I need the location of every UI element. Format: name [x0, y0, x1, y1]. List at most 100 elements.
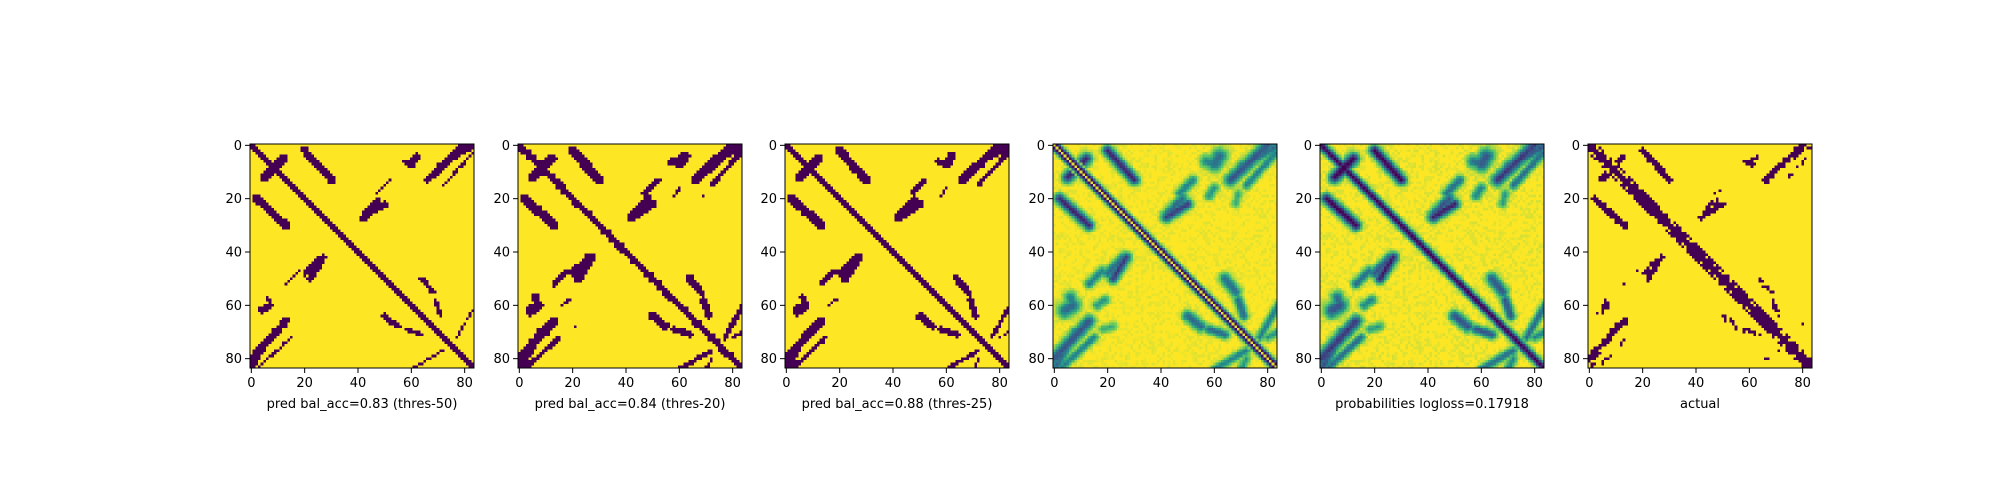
heatmap-cell: [327, 261, 330, 264]
heatmap-cell: [373, 237, 376, 240]
heatmap-cell: [421, 261, 424, 264]
heatmap-cell: [378, 227, 381, 230]
heatmap-cell: [437, 203, 440, 206]
heatmap-cell: [258, 256, 261, 259]
heatmap-cell: [351, 187, 354, 190]
heatmap-cell: [317, 243, 320, 246]
heatmap-cell: [354, 261, 357, 264]
heatmap-cell: [450, 168, 453, 171]
heatmap-cell: [301, 168, 304, 171]
heatmap-cell: [399, 259, 402, 262]
heatmap-cell: [317, 253, 320, 256]
heatmap-cell: [423, 197, 426, 200]
heatmap-cell: [343, 229, 346, 232]
heatmap-cell: [389, 245, 392, 248]
heatmap-cell: [309, 245, 312, 248]
heatmap-cell: [450, 171, 453, 174]
heatmap-cell: [311, 179, 314, 182]
heatmap-cell: [378, 179, 381, 182]
heatmap-cell: [343, 168, 346, 171]
heatmap-cell: [407, 181, 410, 184]
heatmap-cell: [447, 259, 450, 262]
heatmap-cell: [458, 245, 461, 248]
heatmap-cell: [295, 216, 298, 219]
heatmap-cell: [399, 253, 402, 256]
heatmap-cell: [317, 224, 320, 227]
heatmap-cell: [293, 267, 296, 270]
heatmap-cell: [405, 227, 408, 230]
heatmap-cell: [309, 248, 312, 251]
heatmap-cell: [327, 248, 330, 251]
heatmap-cell: [282, 171, 285, 174]
heatmap-cell: [306, 253, 309, 256]
heatmap-cell: [421, 192, 424, 195]
heatmap-cell: [407, 200, 410, 203]
heatmap-cell: [431, 160, 434, 163]
heatmap-cell: [375, 203, 378, 206]
heatmap-cell: [389, 208, 392, 211]
heatmap-cell: [434, 261, 437, 264]
heatmap-cell: [442, 203, 445, 206]
heatmap-cell: [418, 264, 421, 267]
heatmap-cell: [442, 189, 445, 192]
heatmap-cell: [311, 155, 314, 158]
heatmap-cell: [298, 181, 301, 184]
heatmap-cell: [399, 181, 402, 184]
heatmap-cell: [373, 248, 376, 251]
heatmap-cell: [269, 205, 272, 208]
heatmap-cell: [285, 208, 288, 211]
heatmap-cell: [375, 157, 378, 160]
heatmap-cell: [322, 211, 325, 214]
heatmap-cell: [263, 227, 266, 230]
heatmap-cell: [349, 248, 352, 251]
heatmap-cell: [397, 149, 400, 152]
heatmap-cell: [439, 160, 442, 163]
heatmap-cell: [258, 155, 261, 158]
heatmap-cell: [290, 211, 293, 214]
heatmap-cell: [346, 256, 349, 259]
heatmap-cell: [293, 173, 296, 176]
heatmap-cell: [258, 157, 261, 160]
heatmap-cell: [349, 267, 352, 270]
heatmap-cell: [341, 155, 344, 158]
heatmap-cell: [466, 232, 469, 235]
heatmap-cell: [442, 208, 445, 211]
heatmap-cell: [269, 248, 272, 251]
heatmap-cell: [407, 157, 410, 160]
heatmap-cell: [453, 173, 456, 176]
heatmap-cell: [455, 171, 458, 174]
heatmap-cell: [330, 200, 333, 203]
heatmap-cell: [359, 192, 362, 195]
heatmap-cell: [439, 149, 442, 152]
heatmap-cell: [335, 243, 338, 246]
heatmap-cell: [282, 155, 285, 158]
heatmap-cell: [365, 216, 368, 219]
heatmap-cell: [397, 176, 400, 179]
heatmap-cell: [447, 229, 450, 232]
heatmap-cell: [274, 171, 277, 174]
heatmap-cell: [277, 248, 280, 251]
heatmap-cell: [306, 187, 309, 190]
heatmap-cell: [367, 227, 370, 230]
heatmap-cell: [295, 163, 298, 166]
heatmap-cell: [274, 192, 277, 195]
heatmap-cell: [357, 248, 360, 251]
heatmap-cell: [365, 147, 368, 150]
heatmap-cell: [298, 192, 301, 195]
heatmap-cell: [397, 184, 400, 187]
heatmap-cell: [386, 181, 389, 184]
heatmap-cell: [426, 181, 429, 184]
heatmap-cell: [322, 256, 325, 259]
heatmap-cell: [309, 203, 312, 206]
heatmap-cell: [461, 221, 464, 224]
heatmap-cell: [391, 155, 394, 158]
heatmap-cell: [461, 155, 464, 158]
heatmap-cell: [317, 163, 320, 166]
heatmap-cell: [367, 149, 370, 152]
heatmap-cell: [351, 248, 354, 251]
heatmap-cell: [365, 235, 368, 238]
heatmap-cell: [343, 163, 346, 166]
heatmap-cell: [354, 229, 357, 232]
heatmap-cell: [442, 181, 445, 184]
heatmap-cell: [439, 192, 442, 195]
